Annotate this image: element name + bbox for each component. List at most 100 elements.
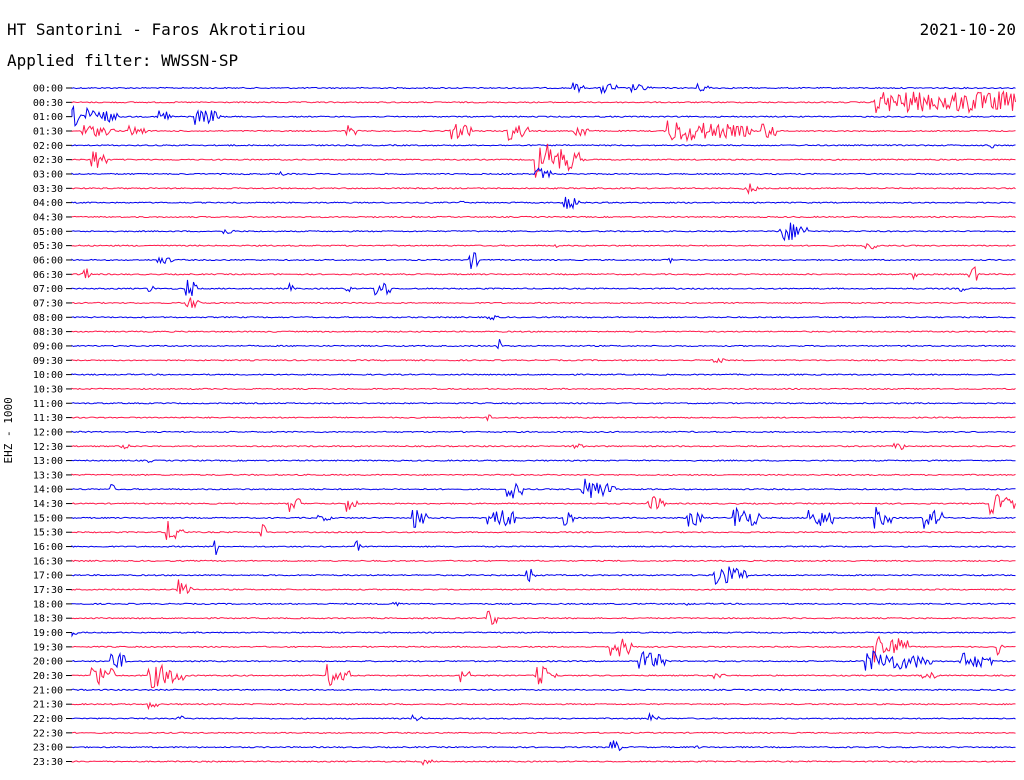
trace-line [71,90,1016,114]
time-label: 04:30 [33,212,63,223]
trace-line [71,601,1016,607]
trace-line [71,506,1016,529]
time-label: 23:00 [33,743,63,754]
time-label: 05:00 [33,227,63,238]
time-label: 13:00 [33,456,63,467]
time-label: 06:30 [33,270,63,281]
time-label: 23:30 [33,757,63,768]
time-label: 14:00 [33,485,63,496]
time-label: 03:00 [33,169,63,180]
time-label: 11:00 [33,399,63,410]
station-title: HT Santorini - Faros Akrotiriou [7,20,306,39]
trace-line [71,297,1016,309]
time-label: 20:30 [33,671,63,682]
time-label: 12:00 [33,427,63,438]
trace-line [71,631,1016,638]
time-label: 22:00 [33,714,63,725]
time-label: 14:30 [33,499,63,510]
time-label: 06:00 [33,255,63,266]
trace-line [71,143,1016,178]
time-label: 18:30 [33,614,63,625]
time-label: 13:30 [33,470,63,481]
time-label: 15:30 [33,528,63,539]
trace-line [71,688,1016,692]
time-label: 02:00 [33,141,63,152]
trace-line [71,731,1016,734]
time-label: 17:30 [33,585,63,596]
trace-line [71,610,1016,626]
time-label: 07:30 [33,298,63,309]
time-label: 08:00 [33,313,63,324]
time-label: 17:00 [33,571,63,582]
time-label: 16:30 [33,556,63,567]
time-label: 12:30 [33,442,63,453]
trace-line [71,430,1016,434]
time-label: 00:30 [33,98,63,109]
trace-line [71,650,1016,671]
time-label: 21:00 [33,685,63,696]
trace-line [71,459,1016,464]
time-label: 20:00 [33,657,63,668]
trace-line [71,473,1016,477]
trace-line [71,740,1016,752]
trace-line [71,196,1016,210]
trace-line [71,520,1016,540]
time-label: 01:30 [33,126,63,137]
time-label: 10:30 [33,384,63,395]
trace-line [71,215,1016,219]
time-label: 15:00 [33,513,63,524]
trace-line [71,559,1016,563]
time-label: 11:30 [33,413,63,424]
trace-line [71,566,1016,585]
trace-line [71,579,1016,595]
trace-line [71,339,1016,350]
time-label: 22:30 [33,728,63,739]
trace-line [71,243,1016,250]
trace-line [71,759,1016,767]
trace-line [71,330,1016,333]
trace-line [71,493,1016,516]
time-label: 16:00 [33,542,63,553]
trace-line [71,120,1016,143]
time-label: 21:30 [33,700,63,711]
date-label: 2021-10-20 [919,20,1016,39]
time-label: 05:30 [33,241,63,252]
trace-line [71,539,1016,556]
time-label: 19:00 [33,628,63,639]
trace-line [71,279,1016,297]
time-label: 04:00 [33,198,63,209]
trace-line [71,167,1016,179]
trace-line [71,82,1016,95]
trace-line [71,442,1016,451]
time-label: 00:00 [33,84,63,95]
trace-line [71,635,1016,663]
time-label: 03:30 [33,184,63,195]
trace-line [71,104,1016,127]
time-label: 10:00 [33,370,63,381]
trace-line [71,701,1016,711]
time-label: 01:00 [33,112,63,123]
trace-line [71,143,1016,149]
trace-line [71,357,1016,364]
trace-line [71,663,1016,689]
time-label: 07:00 [33,284,63,295]
trace-line [71,222,1016,242]
trace-line [71,478,1016,499]
trace-line [71,711,1016,722]
time-label: 02:30 [33,155,63,166]
time-label: 09:00 [33,341,63,352]
trace-line [71,373,1016,376]
trace-line [71,414,1016,422]
trace-line [71,266,1016,281]
time-label: 18:00 [33,599,63,610]
time-label: 19:30 [33,642,63,653]
trace-line [71,387,1016,391]
time-label: 09:30 [33,356,63,367]
trace-line [71,314,1016,321]
trace-line [71,252,1016,269]
filter-label: Applied filter: WWSSN-SP [7,51,239,70]
trace-line [71,183,1016,195]
trace-line [71,402,1016,405]
time-label: 08:30 [33,327,63,338]
